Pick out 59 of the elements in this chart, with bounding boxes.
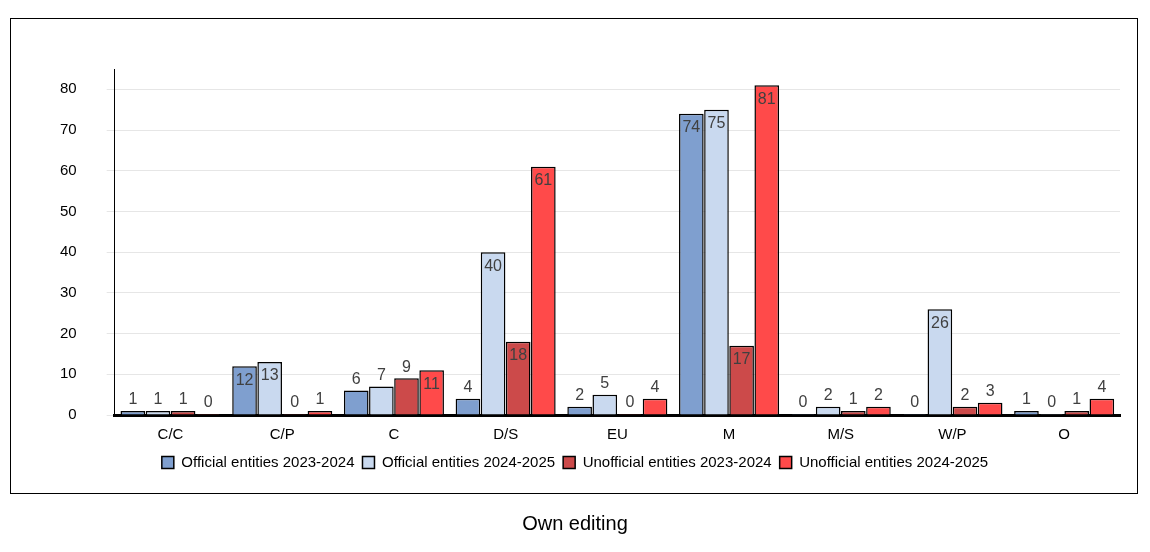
data-label: 4 — [1097, 378, 1107, 396]
data-label: 0 — [1047, 393, 1057, 411]
data-label: 2 — [960, 386, 970, 404]
data-label: 26 — [930, 313, 949, 331]
y-tick-label: 40 — [60, 242, 77, 260]
y-tick-label: 70 — [60, 120, 77, 138]
data-label: 11 — [423, 374, 441, 392]
data-label: 0 — [910, 393, 920, 411]
y-tick-label: 0 — [68, 405, 77, 423]
data-label: 1 — [178, 390, 188, 408]
legend-label: Unofficial entities 2023-2024 — [582, 452, 772, 470]
data-label: 5 — [600, 374, 610, 392]
text: Own editing — [521, 512, 629, 535]
data-label: 81 — [757, 89, 776, 107]
data-label: 1 — [315, 390, 325, 408]
data-label: 2 — [823, 386, 833, 404]
data-label: 2 — [575, 386, 585, 404]
y-tick-label: 10 — [60, 364, 77, 382]
legend-label: Unofficial entities 2024-2025 — [799, 452, 989, 470]
data-label: 7 — [376, 365, 386, 383]
y-tick-label: 20 — [60, 323, 77, 341]
data-label: 2 — [873, 386, 883, 404]
x-tick-label: O — [1058, 425, 1070, 443]
x-tick-label: C/C — [157, 425, 184, 443]
y-tick-label: 60 — [60, 160, 77, 178]
y-tick-label: 80 — [60, 79, 77, 97]
x-tick-label: W/P — [938, 425, 967, 443]
data-label: 1 — [848, 390, 858, 408]
data-label: 0 — [625, 393, 635, 411]
data-label: 17 — [732, 350, 751, 368]
data-label: 13 — [260, 366, 279, 384]
x-tick-label: EU — [606, 425, 628, 443]
data-label: 1 — [1072, 390, 1082, 408]
data-label: 40 — [484, 256, 503, 274]
data-label: 1 — [128, 390, 138, 408]
x-tick-label: C — [388, 425, 400, 443]
y-tick-label: 30 — [60, 283, 77, 301]
data-label: 61 — [534, 171, 553, 189]
data-label: 4 — [463, 378, 473, 396]
data-label: 12 — [235, 370, 254, 388]
data-label: 75 — [707, 114, 726, 132]
legend-label: Official entities 2024-2025 — [381, 452, 556, 470]
data-label: 0 — [203, 393, 213, 411]
x-tick-label: M — [722, 425, 736, 443]
data-label: 74 — [682, 118, 701, 136]
data-label: 18 — [509, 346, 528, 364]
data-label: 3 — [985, 382, 995, 400]
x-tick-label: C/P — [269, 425, 295, 443]
data-label: 9 — [402, 357, 412, 375]
x-tick-label: M/S — [827, 425, 855, 443]
data-label: 0 — [798, 393, 808, 411]
y-tick-label: 50 — [60, 201, 77, 219]
data-label: 4 — [650, 378, 660, 396]
data-label: 1 — [1022, 390, 1031, 408]
data-label: 0 — [290, 393, 300, 411]
x-tick-label: D/S — [493, 425, 519, 443]
data-label: 6 — [351, 369, 361, 387]
data-label: 1 — [153, 390, 163, 408]
legend-label: Official entities 2023-2024 — [181, 452, 355, 470]
